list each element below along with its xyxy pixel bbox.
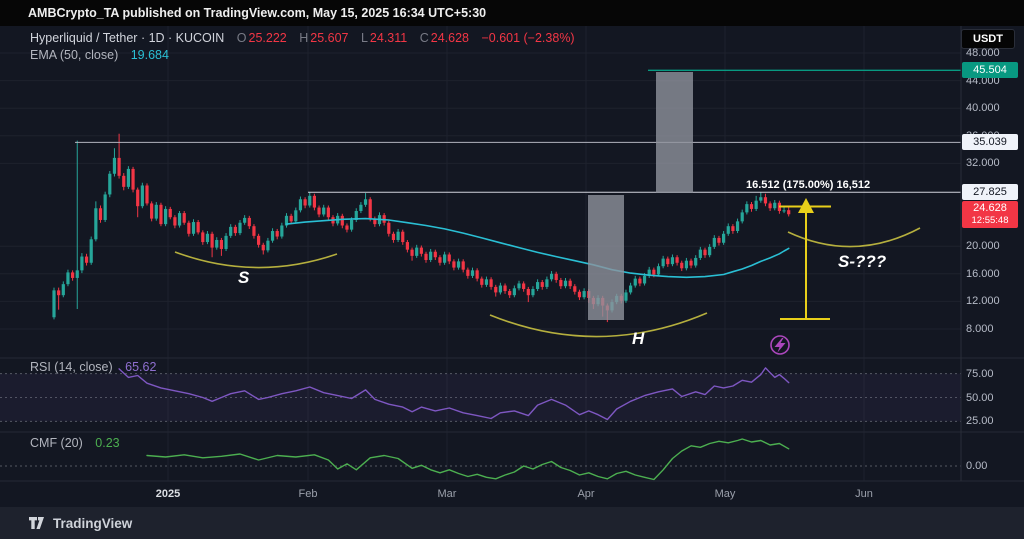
publish-banner: AMBCrypto_TA published on TradingView.co…	[0, 0, 1024, 26]
close-value: 24.628	[430, 31, 469, 45]
scale-tick: 16.000	[966, 267, 1000, 280]
rsi-line	[118, 367, 790, 421]
right-shoulder-arc[interactable]	[787, 227, 921, 248]
rsi-legend: RSI (14, close) 65.62	[30, 360, 158, 374]
resistance-price-label: 35.039	[962, 134, 1018, 150]
last-price-label: 24.628 12:55:48	[962, 201, 1018, 228]
footer-bar: TradingView	[0, 507, 1024, 539]
cmf-legend: CMF (20) 0.23	[30, 436, 122, 450]
left-shoulder-arc[interactable]	[174, 251, 338, 269]
cmf-label: CMF (20)	[30, 436, 83, 450]
currency-toggle-button[interactable]: USDT	[961, 29, 1015, 49]
grid-lines	[0, 26, 961, 481]
last-price-value: 24.628	[973, 202, 1007, 214]
target-price-label: 45.504	[962, 62, 1018, 78]
bar-countdown: 12:55:48	[971, 215, 1009, 226]
rsi-band	[0, 373, 961, 422]
change-value: −0.601 (−2.38%)	[481, 31, 575, 45]
time-axis-label: Feb	[298, 488, 318, 500]
chart-canvas[interactable]	[0, 26, 1024, 507]
supply-box-lower[interactable]	[588, 195, 624, 320]
lightning-icon	[774, 338, 786, 353]
open-label: O	[236, 31, 247, 45]
scale-tick: 48.000	[966, 47, 1000, 59]
scale-tick: 12.000	[966, 295, 1000, 308]
symbol-legend: Hyperliquid / Tether · 1D · KUCOIN O 25.2…	[30, 31, 577, 45]
scale-tick: 0.00	[966, 460, 988, 472]
scale-tick: 50.00	[966, 391, 994, 404]
head-arc[interactable]	[489, 312, 708, 338]
publish-banner-text: AMBCrypto_TA published on TradingView.co…	[28, 6, 487, 20]
ema-value: 19.684	[130, 48, 169, 62]
low-value: 24.311	[369, 31, 408, 45]
tradingview-logo-text[interactable]: TradingView	[53, 515, 133, 531]
scale-tick: 75.00	[966, 367, 994, 380]
cmf-value: 0.23	[95, 436, 120, 450]
open-value: 25.222	[248, 31, 287, 45]
scale-tick: 40.000	[966, 102, 1000, 115]
neckline-price-label: 27.825	[962, 184, 1018, 200]
high-label: H	[299, 31, 309, 45]
time-axis-label: May	[714, 488, 736, 500]
head-label[interactable]: H	[632, 329, 645, 348]
high-value: 25.607	[310, 31, 349, 45]
left-shoulder-label[interactable]: S	[238, 268, 250, 287]
ema-label: EMA (50, close)	[30, 48, 119, 62]
close-label: C	[419, 31, 429, 45]
symbol-title: Hyperliquid / Tether · 1D · KUCOIN	[30, 31, 225, 45]
scale-tick: 25.00	[966, 415, 994, 428]
cmf-line	[146, 438, 790, 481]
scale-tick: 32.000	[966, 157, 1000, 170]
rsi-value: 65.62	[125, 360, 157, 374]
measured-move-label: 16.512 (175.00%) 16,512	[746, 179, 871, 191]
time-axis-label: 2025	[155, 488, 181, 500]
ema-legend: EMA (50, close) 19.684	[30, 48, 171, 62]
time-axis-label: Apr	[577, 488, 595, 500]
low-label: L	[360, 31, 368, 45]
time-axis-label: Mar	[437, 488, 457, 500]
supply-box-upper[interactable]	[656, 72, 693, 193]
scale-tick: 8.000	[966, 323, 994, 335]
right-shoulder-label[interactable]: S-???	[838, 252, 887, 271]
time-axis-label: Jun	[855, 488, 873, 500]
tradingview-logo-icon[interactable]	[28, 516, 45, 530]
scale-tick: 20.000	[966, 240, 1000, 253]
ema50-line	[285, 217, 790, 279]
rsi-label: RSI (14, close)	[30, 360, 113, 374]
